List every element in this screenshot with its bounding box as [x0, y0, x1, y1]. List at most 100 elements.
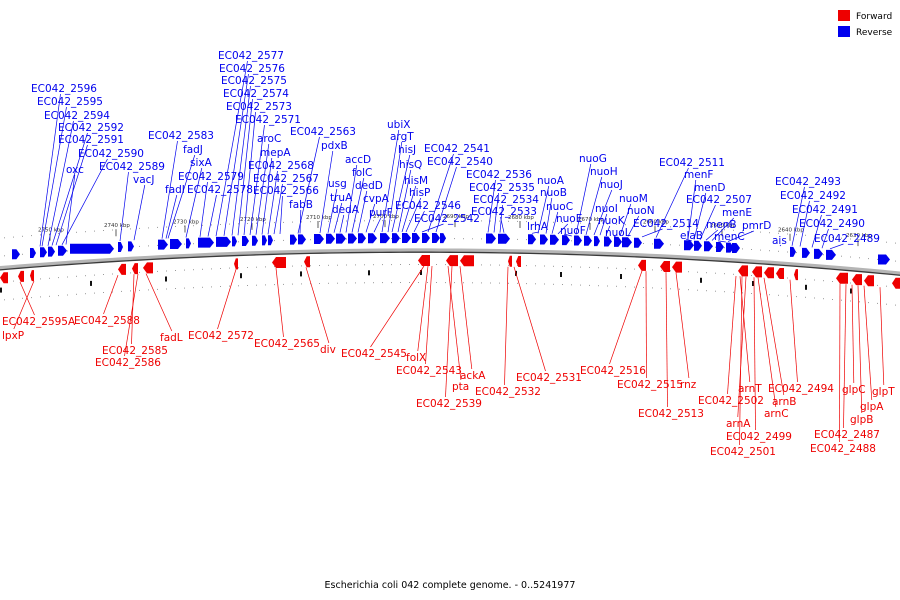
- forward-gene-arrow[interactable]: [516, 256, 521, 267]
- forward-gene-arrow[interactable]: [752, 266, 762, 278]
- gene-label-ec042-2535[interactable]: EC042_2535: [469, 182, 535, 194]
- gene-label-ec042-2487[interactable]: EC042_2487: [814, 429, 880, 441]
- gene-label-acka[interactable]: ackA: [460, 370, 486, 382]
- reverse-gene-arrow[interactable]: [562, 235, 570, 246]
- gene-label-ec042-2514[interactable]: EC042_2514: [633, 218, 699, 230]
- reverse-gene-arrow[interactable]: [262, 235, 267, 246]
- reverse-gene-arrow[interactable]: [498, 233, 510, 244]
- reverse-gene-arrow[interactable]: [802, 247, 810, 258]
- gene-label-pmrd[interactable]: pmrD: [742, 220, 771, 232]
- gene-label-fadl[interactable]: fadL: [160, 332, 183, 344]
- gene-label-hisq[interactable]: hisQ: [399, 159, 422, 171]
- gene-label-ec042-2491[interactable]: EC042_2491: [792, 204, 858, 216]
- gene-label-arnt[interactable]: arnT: [738, 383, 762, 395]
- reverse-gene-arrow[interactable]: [326, 233, 335, 244]
- reverse-gene-arrow[interactable]: [412, 233, 420, 243]
- reverse-gene-arrow[interactable]: [48, 246, 55, 257]
- reverse-gene-arrow[interactable]: [30, 248, 36, 258]
- gene-label-ais[interactable]: ais: [772, 235, 787, 247]
- gene-label-glpc[interactable]: glpC: [842, 384, 866, 396]
- gene-label-ec042-2540[interactable]: EC042_2540: [427, 156, 493, 168]
- forward-gene-arrow[interactable]: [508, 255, 512, 267]
- gene-label-glpt[interactable]: glpT: [872, 386, 895, 398]
- gene-label-rnz[interactable]: rnz: [680, 379, 697, 391]
- forward-gene-arrow[interactable]: [660, 261, 670, 272]
- reverse-gene-arrow[interactable]: [12, 249, 20, 260]
- gene-label-ec042-2501[interactable]: EC042_2501: [710, 446, 776, 458]
- gene-label-nuob[interactable]: nuoB: [540, 187, 567, 199]
- forward-gene-arrow[interactable]: [30, 270, 34, 282]
- reverse-gene-arrow[interactable]: [368, 233, 377, 244]
- reverse-gene-arrow[interactable]: [540, 234, 548, 245]
- gene-label-ec042-2490[interactable]: EC042_2490: [799, 218, 865, 230]
- forward-gene-arrow[interactable]: [638, 259, 646, 271]
- reverse-gene-arrow[interactable]: [694, 240, 702, 251]
- forward-gene-arrow[interactable]: [18, 270, 24, 282]
- reverse-gene-arrow[interactable]: [422, 233, 430, 243]
- gene-label-glpa[interactable]: glpA: [860, 401, 884, 413]
- gene-label-ec042-2536[interactable]: EC042_2536: [466, 169, 532, 181]
- reverse-gene-arrow[interactable]: [118, 242, 123, 252]
- gene-label-menb[interactable]: menB: [706, 219, 737, 231]
- gene-label-aroc[interactable]: aroC: [257, 133, 281, 145]
- gene-label-accd[interactable]: accD: [345, 154, 371, 166]
- reverse-gene-arrow[interactable]: [614, 236, 622, 247]
- gene-label-ec042-2591[interactable]: EC042_2591: [58, 134, 124, 146]
- gene-label-sixa[interactable]: sixA: [190, 157, 213, 169]
- gene-label-ec042-2494[interactable]: EC042_2494: [768, 383, 834, 395]
- gene-label-ec042-2532[interactable]: EC042_2532: [475, 386, 541, 398]
- gene-label-ec042-2595[interactable]: EC042_2595: [37, 96, 103, 108]
- gene-label-nuoc[interactable]: nuoC: [546, 201, 573, 213]
- gene-label-fabb[interactable]: fabB: [289, 199, 313, 211]
- reverse-gene-arrow[interactable]: [70, 243, 114, 254]
- gene-label-ec042-2502[interactable]: EC042_2502: [698, 395, 764, 407]
- reverse-gene-arrow[interactable]: [348, 233, 357, 244]
- gene-label-ec042-2515[interactable]: EC042_2515: [617, 379, 683, 391]
- reverse-gene-arrow[interactable]: [358, 233, 366, 244]
- gene-label-nuok[interactable]: nuoK: [598, 215, 626, 227]
- gene-label-nuof[interactable]: nuoF: [560, 225, 586, 237]
- gene-label-lrha[interactable]: lrhA: [527, 221, 549, 233]
- gene-label-ec042-2534[interactable]: EC042_2534: [473, 194, 539, 206]
- reverse-gene-arrow[interactable]: [574, 235, 582, 246]
- forward-gene-arrow[interactable]: [852, 274, 862, 286]
- reverse-gene-arrow[interactable]: [268, 235, 273, 246]
- gene-label-vacj[interactable]: vacJ: [133, 174, 155, 186]
- gene-label-ec042-2573[interactable]: EC042_2573: [226, 101, 292, 113]
- gene-label-hism[interactable]: hisM: [404, 175, 428, 187]
- gene-label-folx[interactable]: folX: [406, 352, 426, 364]
- gene-label-nuon[interactable]: nuoN: [627, 205, 655, 217]
- reverse-gene-arrow[interactable]: [380, 233, 390, 244]
- gene-label-nuog[interactable]: nuoG: [579, 153, 607, 165]
- gene-label-ec042-2545[interactable]: EC042_2545: [341, 348, 407, 360]
- gene-label-ec042-2588[interactable]: EC042_2588: [74, 315, 140, 327]
- gene-label-argt[interactable]: argT: [390, 131, 414, 143]
- gene-label-ec042-2567[interactable]: EC042_2567: [253, 173, 319, 185]
- gene-label-ec042-2511[interactable]: EC042_2511: [659, 157, 725, 169]
- gene-label-mend[interactable]: menD: [694, 182, 725, 194]
- gene-label-nuol[interactable]: nuoL: [605, 227, 631, 239]
- forward-gene-arrow[interactable]: [418, 255, 430, 266]
- gene-label-ec042-2493[interactable]: EC042_2493: [775, 176, 841, 188]
- gene-label-ec042-2586[interactable]: EC042_2586: [95, 357, 161, 369]
- reverse-gene-arrow[interactable]: [584, 235, 592, 246]
- gene-label-ec042-2590[interactable]: EC042_2590: [78, 148, 144, 160]
- gene-label-glpb[interactable]: glpB: [850, 414, 873, 426]
- forward-gene-arrow[interactable]: [794, 269, 798, 281]
- reverse-gene-arrow[interactable]: [252, 235, 258, 246]
- gene-label-ec042-2577[interactable]: EC042_2577: [218, 50, 284, 62]
- gene-label-ec042-2543[interactable]: EC042_2543: [396, 365, 462, 377]
- gene-label-trua[interactable]: truA: [330, 192, 353, 204]
- reverse-gene-arrow[interactable]: [486, 233, 496, 244]
- reverse-gene-arrow[interactable]: [242, 236, 249, 246]
- gene-label-ec042-2513[interactable]: EC042_2513: [638, 408, 704, 420]
- gene-label-ec042-2568[interactable]: EC042_2568: [248, 160, 314, 172]
- gene-label-oxc[interactable]: oxc: [66, 164, 84, 176]
- gene-label-cvpa[interactable]: cvpA: [363, 193, 390, 205]
- reverse-gene-arrow[interactable]: [314, 234, 324, 244]
- reverse-gene-arrow[interactable]: [684, 240, 694, 251]
- gene-label-ec042-2507[interactable]: EC042_2507: [686, 194, 752, 206]
- gene-label-ec042-2542[interactable]: EC042_2542: [414, 213, 480, 225]
- gene-label-menf[interactable]: menF: [684, 169, 713, 181]
- reverse-gene-arrow[interactable]: [432, 233, 440, 243]
